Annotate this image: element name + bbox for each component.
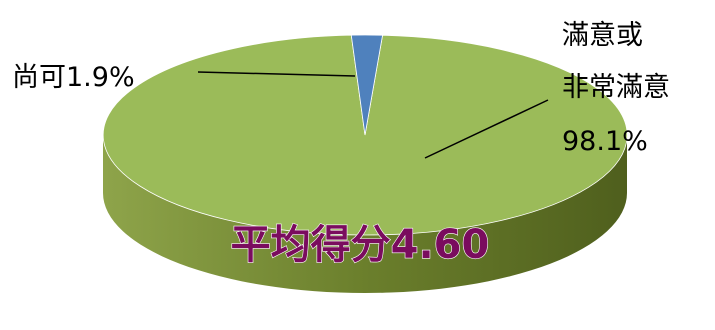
label-neutral: 尚可1.9% <box>12 62 135 93</box>
average-score: 平均得分4.60 <box>231 222 490 268</box>
label-satisfied-line2: 非常滿意 <box>562 72 670 103</box>
label-satisfied-value: 98.1% <box>562 126 648 157</box>
label-satisfied-line1: 滿意或 <box>562 20 643 51</box>
